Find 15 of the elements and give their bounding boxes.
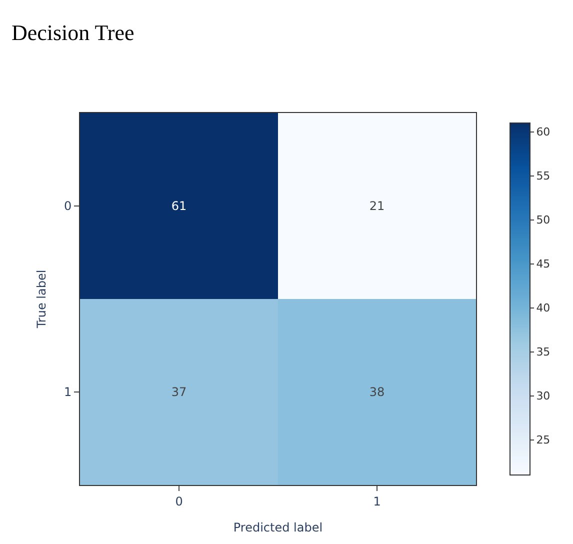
data-label: 21 — [369, 199, 385, 214]
color-bar-label: 35 — [536, 346, 550, 359]
x-axis-title: Predicted label — [233, 520, 323, 534]
color-bar-label: 45 — [536, 258, 550, 271]
color-bar-label: 25 — [536, 434, 550, 447]
y-axis-title: True label — [34, 270, 48, 330]
color-bar-label: 60 — [536, 126, 550, 139]
color-bar-label: 30 — [536, 390, 550, 403]
data-label: 61 — [171, 199, 187, 214]
color-bar-label: 55 — [536, 170, 550, 183]
data-label: 38 — [369, 385, 385, 400]
color-bar-label: 40 — [536, 302, 550, 315]
data-label: 37 — [171, 385, 187, 400]
color-bar-label: 50 — [536, 214, 550, 227]
chart-title: Decision Tree — [11, 20, 134, 45]
